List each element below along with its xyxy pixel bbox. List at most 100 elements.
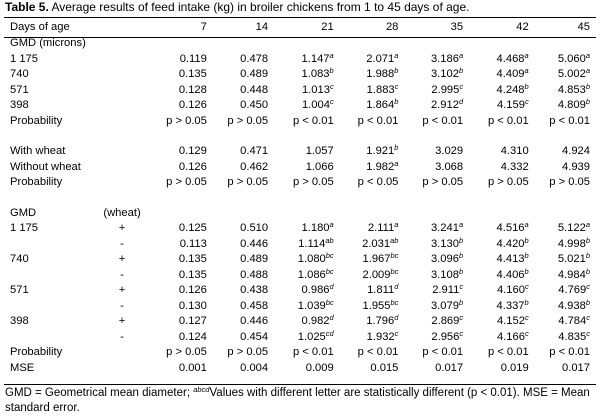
cell-value: 4.409 xyxy=(496,68,525,80)
wheat-indicator xyxy=(103,36,140,52)
cell-value: 1.883 xyxy=(366,83,395,96)
value-cell: 1.004c xyxy=(270,98,336,114)
cell-value: 3.130 xyxy=(430,237,459,250)
value-cell: 4.516a xyxy=(465,221,531,237)
value-cell: 0.128 xyxy=(141,83,209,99)
value-cell: 0.135 xyxy=(141,67,209,83)
wheat-indicator: (wheat) xyxy=(103,206,141,219)
header-day: 14 xyxy=(255,20,269,33)
table-row: Probability p > 0.05 p > 0.05 p > 0.05 p < 0… xyxy=(4,175,596,191)
cell-value: 2.071 xyxy=(366,52,395,65)
value-cell: 2.911c xyxy=(400,283,465,299)
significance-letter: c xyxy=(586,328,590,338)
wheat-indicator: + xyxy=(118,284,126,296)
table-footnote: GMD = Geometrical mean diameter; abcdVal… xyxy=(5,386,595,416)
footnote-text-2: Values with different letter are statist… xyxy=(5,387,590,414)
value-cell: 2.009bc xyxy=(336,267,401,284)
feed-intake-table: Days of age 7 14 21 28 35 42 45 GMD (mic… xyxy=(4,19,596,376)
cell-value: 0.127 xyxy=(178,315,207,327)
cell-value: 0.015 xyxy=(370,361,399,374)
value-cell xyxy=(141,206,209,222)
significance-letter: c xyxy=(459,313,464,322)
value-cell: 3.108b xyxy=(400,267,465,284)
cell-value: 0.478 xyxy=(240,52,269,65)
cell-value: 3.029 xyxy=(435,145,464,157)
value-cell: p > 0.05 xyxy=(270,175,336,191)
significance-letter: b xyxy=(458,66,464,75)
significance-letter: bc xyxy=(325,251,334,260)
value-cell: 3.241a xyxy=(400,221,465,237)
value-cell: 4.853b xyxy=(531,81,596,99)
cell-value: 4.853 xyxy=(557,83,586,96)
significance-letter: d xyxy=(394,313,399,322)
value-cell: 4.337b xyxy=(465,298,531,315)
cell-value: 4.984 xyxy=(557,268,586,281)
significance-letter: b xyxy=(585,297,590,307)
row-label: GMD (microns) xyxy=(10,37,86,49)
value-cell: 0.488 xyxy=(209,268,270,284)
value-cell: 0.510 xyxy=(209,221,270,237)
wheat-indicator xyxy=(103,114,140,130)
value-cell: 0.489 xyxy=(209,67,270,83)
value-cell: 3.068 xyxy=(400,160,465,176)
cell-value: 4.152 xyxy=(496,315,525,327)
cell-value: p > 0.05 xyxy=(166,346,207,358)
footnote-text-1: GMD = Geometrical mean diameter; xyxy=(5,387,194,399)
value-cell xyxy=(400,206,465,222)
cell-value: 0.130 xyxy=(178,299,207,312)
cell-value: p < 0.01 xyxy=(422,114,464,127)
significance-letter: b xyxy=(458,235,464,245)
significance-letter: cd xyxy=(325,328,334,338)
value-cell: p < 0.01 xyxy=(531,114,596,130)
value-cell: 1.066 xyxy=(270,160,336,176)
value-cell: p > 0.05 xyxy=(209,175,270,191)
significance-letter: bc xyxy=(325,297,334,307)
significance-letter: b xyxy=(458,297,464,307)
value-cell: 0.015 xyxy=(336,361,401,377)
row-label: 1 175 xyxy=(10,52,38,65)
value-cell: 0.124 xyxy=(141,330,209,346)
table-row: 398 +0.127 0.446 0.982d 1.796d 2.869c 4.152c 4.… xyxy=(4,314,596,330)
value-cell: 0.017 xyxy=(400,361,465,377)
table-caption: Table 5. Average results of feed intake … xyxy=(5,0,469,15)
cell-value: 1.013 xyxy=(301,83,330,96)
significance-letter: b xyxy=(585,97,590,106)
wheat-indicator: - xyxy=(120,268,124,281)
value-cell: p < 0.01 xyxy=(400,345,465,361)
bottom-rule xyxy=(4,384,596,385)
table-row: Probability p > 0.05 p > 0.05 p < 0.01 p < 0… xyxy=(4,345,596,361)
table-row: 740 0.135 0.489 1.083b 1.988b 3.102b 4.409a 5.0… xyxy=(4,67,596,83)
value-cell xyxy=(531,36,596,52)
cell-value: 0.017 xyxy=(562,361,590,374)
cell-value: 0.004 xyxy=(240,361,269,374)
wheat-indicator: + xyxy=(118,315,126,327)
cell-value: p < 0.01 xyxy=(292,346,334,358)
value-cell xyxy=(336,36,401,52)
value-cell: 0.009 xyxy=(270,361,336,377)
value-cell xyxy=(465,206,531,222)
value-cell: 0.001 xyxy=(141,361,209,377)
significance-letter: b xyxy=(585,266,590,276)
significance-letter: a xyxy=(585,50,590,60)
value-cell xyxy=(336,206,401,222)
cell-value: 0.019 xyxy=(500,361,529,374)
significance-letter: c xyxy=(459,81,464,91)
cell-value: 5.060 xyxy=(557,52,586,65)
cell-value: p < 0.01 xyxy=(357,346,399,358)
value-cell: 4.998b xyxy=(531,236,596,253)
cell-value: 4.159 xyxy=(496,99,525,111)
cell-value: 1.932 xyxy=(366,330,395,343)
value-cell: 1.083b xyxy=(270,67,336,83)
value-cell: 0.135 xyxy=(141,252,209,268)
significance-letter: bc xyxy=(390,251,399,260)
significance-letter: d xyxy=(329,282,334,291)
significance-letter: b xyxy=(585,81,590,91)
value-cell: 0.017 xyxy=(531,361,596,377)
row-label: 740 xyxy=(10,68,29,80)
value-cell: 0.113 xyxy=(141,237,209,253)
significance-letter: bc xyxy=(325,266,334,276)
value-cell: 4.152c xyxy=(465,314,531,330)
value-cell: 4.924 xyxy=(531,144,596,160)
value-cell: p < 0.01 xyxy=(270,114,336,130)
cell-value: 0.471 xyxy=(240,145,269,157)
